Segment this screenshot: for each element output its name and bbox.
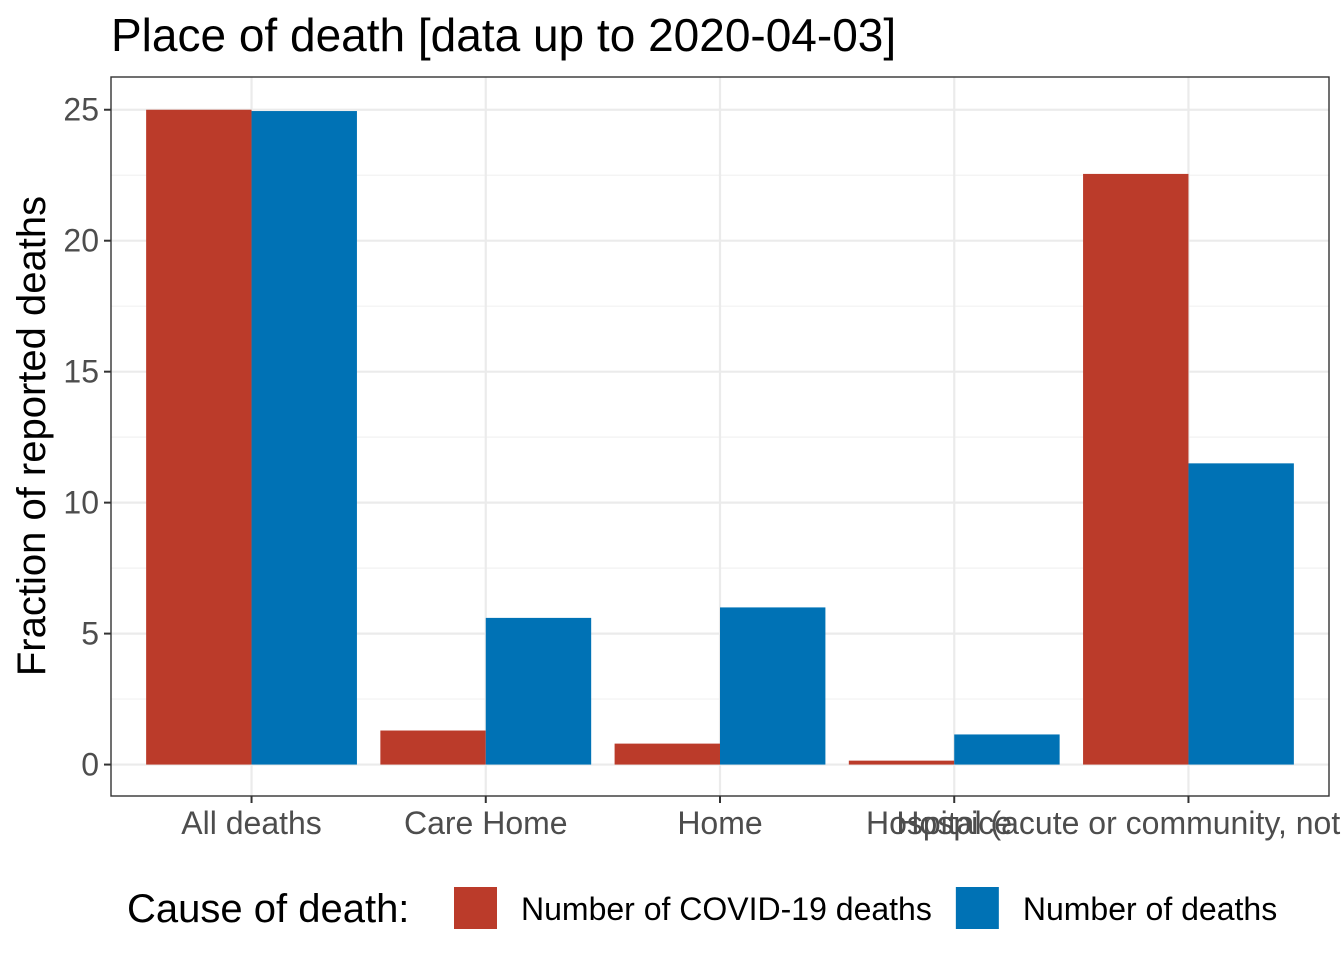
bar — [614, 743, 720, 765]
legend-key — [955, 887, 999, 929]
y-axis-label: Fraction of reported deaths — [10, 196, 54, 676]
bar — [485, 617, 592, 765]
x-tick-label: Home — [677, 805, 762, 841]
bar — [251, 111, 357, 765]
legend: Cause of death: Number of COVID-19 death… — [127, 887, 1277, 931]
chart-title: Place of death [data up to 2020-04-03] — [111, 9, 896, 61]
x-tick-label: All deaths — [181, 805, 322, 841]
bar — [146, 109, 252, 765]
bar — [1188, 463, 1294, 765]
bar — [954, 734, 1060, 765]
y-tick-label: 10 — [63, 485, 99, 521]
legend-title: Cause of death: — [127, 887, 409, 931]
plot-area: 0 5 10 15 20 25 All deaths Care Home Home Hospice… — [63, 76, 1344, 841]
legend-label: Number of COVID-19 deaths — [521, 891, 932, 927]
y-tick-label: 25 — [63, 92, 99, 128]
legend-label: Number of deaths — [1023, 891, 1277, 927]
x-tick-label: Care Home — [404, 805, 568, 841]
x-tick-label: Hospital (acute or community, not psychi… — [866, 805, 1344, 841]
y-tick-label: 0 — [81, 747, 99, 783]
bar — [380, 730, 486, 765]
bar — [848, 760, 955, 765]
bar — [720, 607, 826, 765]
legend-key — [454, 887, 497, 929]
y-tick-label: 20 — [63, 223, 99, 259]
x-tick-label: Hospice — [896, 805, 1012, 841]
y-tick-label: 15 — [63, 354, 99, 390]
y-tick-label: 5 — [81, 616, 99, 652]
bar — [1083, 173, 1189, 765]
